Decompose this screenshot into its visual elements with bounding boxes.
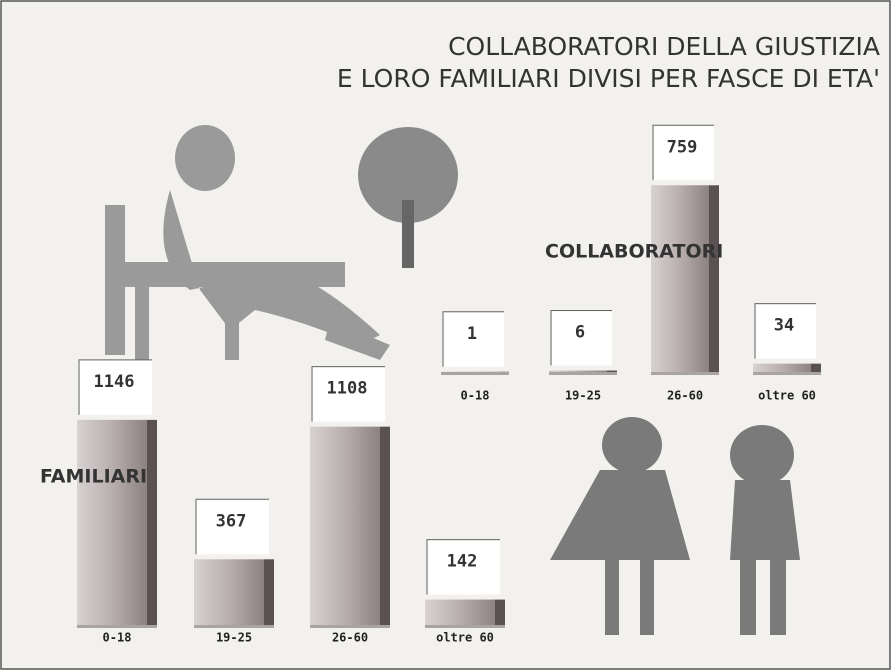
x-tick-label: 0-18	[461, 389, 490, 403]
bar-base	[310, 625, 390, 628]
bar	[310, 427, 390, 628]
chart: COLLABORATORI DELLA GIUSTIZIA E LORO FAM…	[0, 0, 891, 670]
bar-front	[425, 600, 495, 628]
x-tick-label: 19-25	[565, 389, 601, 403]
x-tick-label: 26-60	[667, 389, 703, 403]
value-label: 367	[216, 511, 247, 531]
bar-base	[753, 372, 821, 375]
bar-base	[549, 372, 617, 375]
bar	[77, 420, 157, 628]
bar-base	[77, 625, 157, 628]
value-label: 1	[467, 324, 477, 344]
bar-front	[194, 559, 264, 628]
bar-side	[264, 559, 274, 628]
bar-side	[709, 185, 719, 375]
value-label: 1146	[94, 372, 135, 392]
value-label: 759	[667, 137, 698, 157]
bar-side	[147, 420, 157, 628]
bar	[194, 559, 274, 628]
bar	[425, 600, 505, 628]
x-tick-label: 19-25	[216, 631, 252, 645]
bar-base	[425, 625, 505, 628]
bar-base	[194, 625, 274, 628]
bar-front	[77, 420, 147, 628]
title-line: COLLABORATORI DELLA GIUSTIZIA	[448, 32, 880, 61]
series-name: COLLABORATORI	[545, 241, 723, 263]
x-tick-label: 0-18	[103, 631, 132, 645]
bar	[549, 371, 617, 375]
x-tick-label: oltre 60	[758, 389, 816, 403]
bar-front	[651, 185, 709, 375]
bar-side	[495, 600, 505, 628]
bar-side	[380, 427, 390, 628]
bar-base	[651, 372, 719, 375]
title-line: E LORO FAMILIARI DIVISI PER FASCE DI ETA…	[337, 64, 880, 93]
value-label: 142	[447, 552, 478, 572]
x-tick-label: 26-60	[332, 631, 368, 645]
series-name: FAMILIARI	[40, 466, 147, 488]
value-label: 1108	[327, 379, 368, 399]
bar	[651, 185, 719, 375]
bar	[441, 372, 509, 375]
bar	[753, 364, 821, 375]
value-label: 6	[575, 323, 585, 343]
bar-base	[441, 372, 509, 375]
value-label: 34	[774, 316, 794, 336]
x-tick-label: oltre 60	[436, 631, 494, 645]
bar-front	[310, 427, 380, 628]
